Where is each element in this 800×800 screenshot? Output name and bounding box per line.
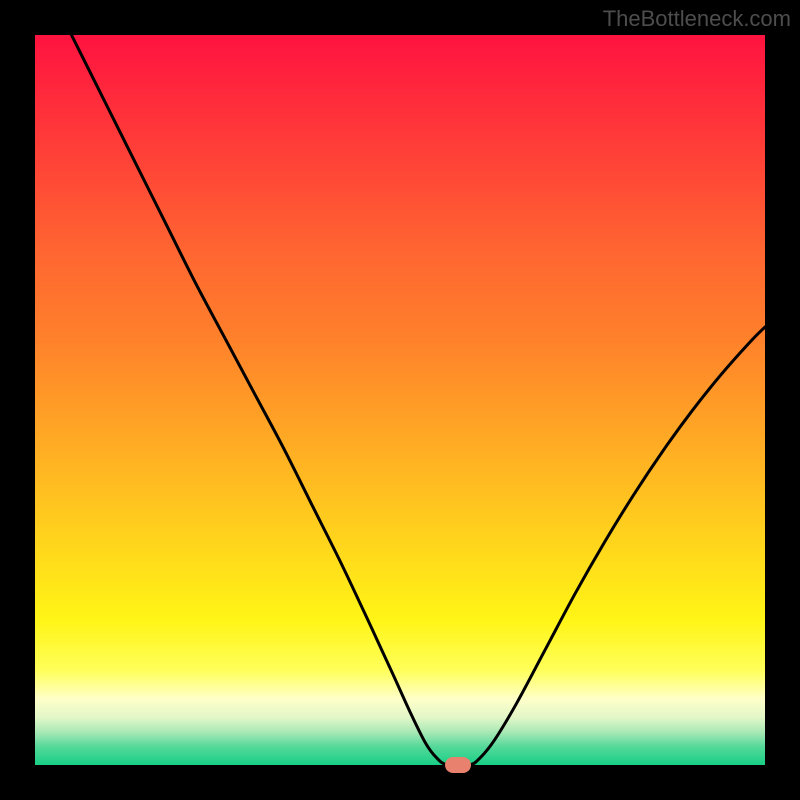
attribution-label: TheBottleneck.com <box>603 6 791 32</box>
bottleneck-curve <box>72 35 766 765</box>
optimal-point-marker <box>445 757 471 773</box>
curve-svg <box>35 35 765 765</box>
chart-frame: TheBottleneck.com <box>0 0 800 800</box>
plot-area <box>35 35 765 765</box>
